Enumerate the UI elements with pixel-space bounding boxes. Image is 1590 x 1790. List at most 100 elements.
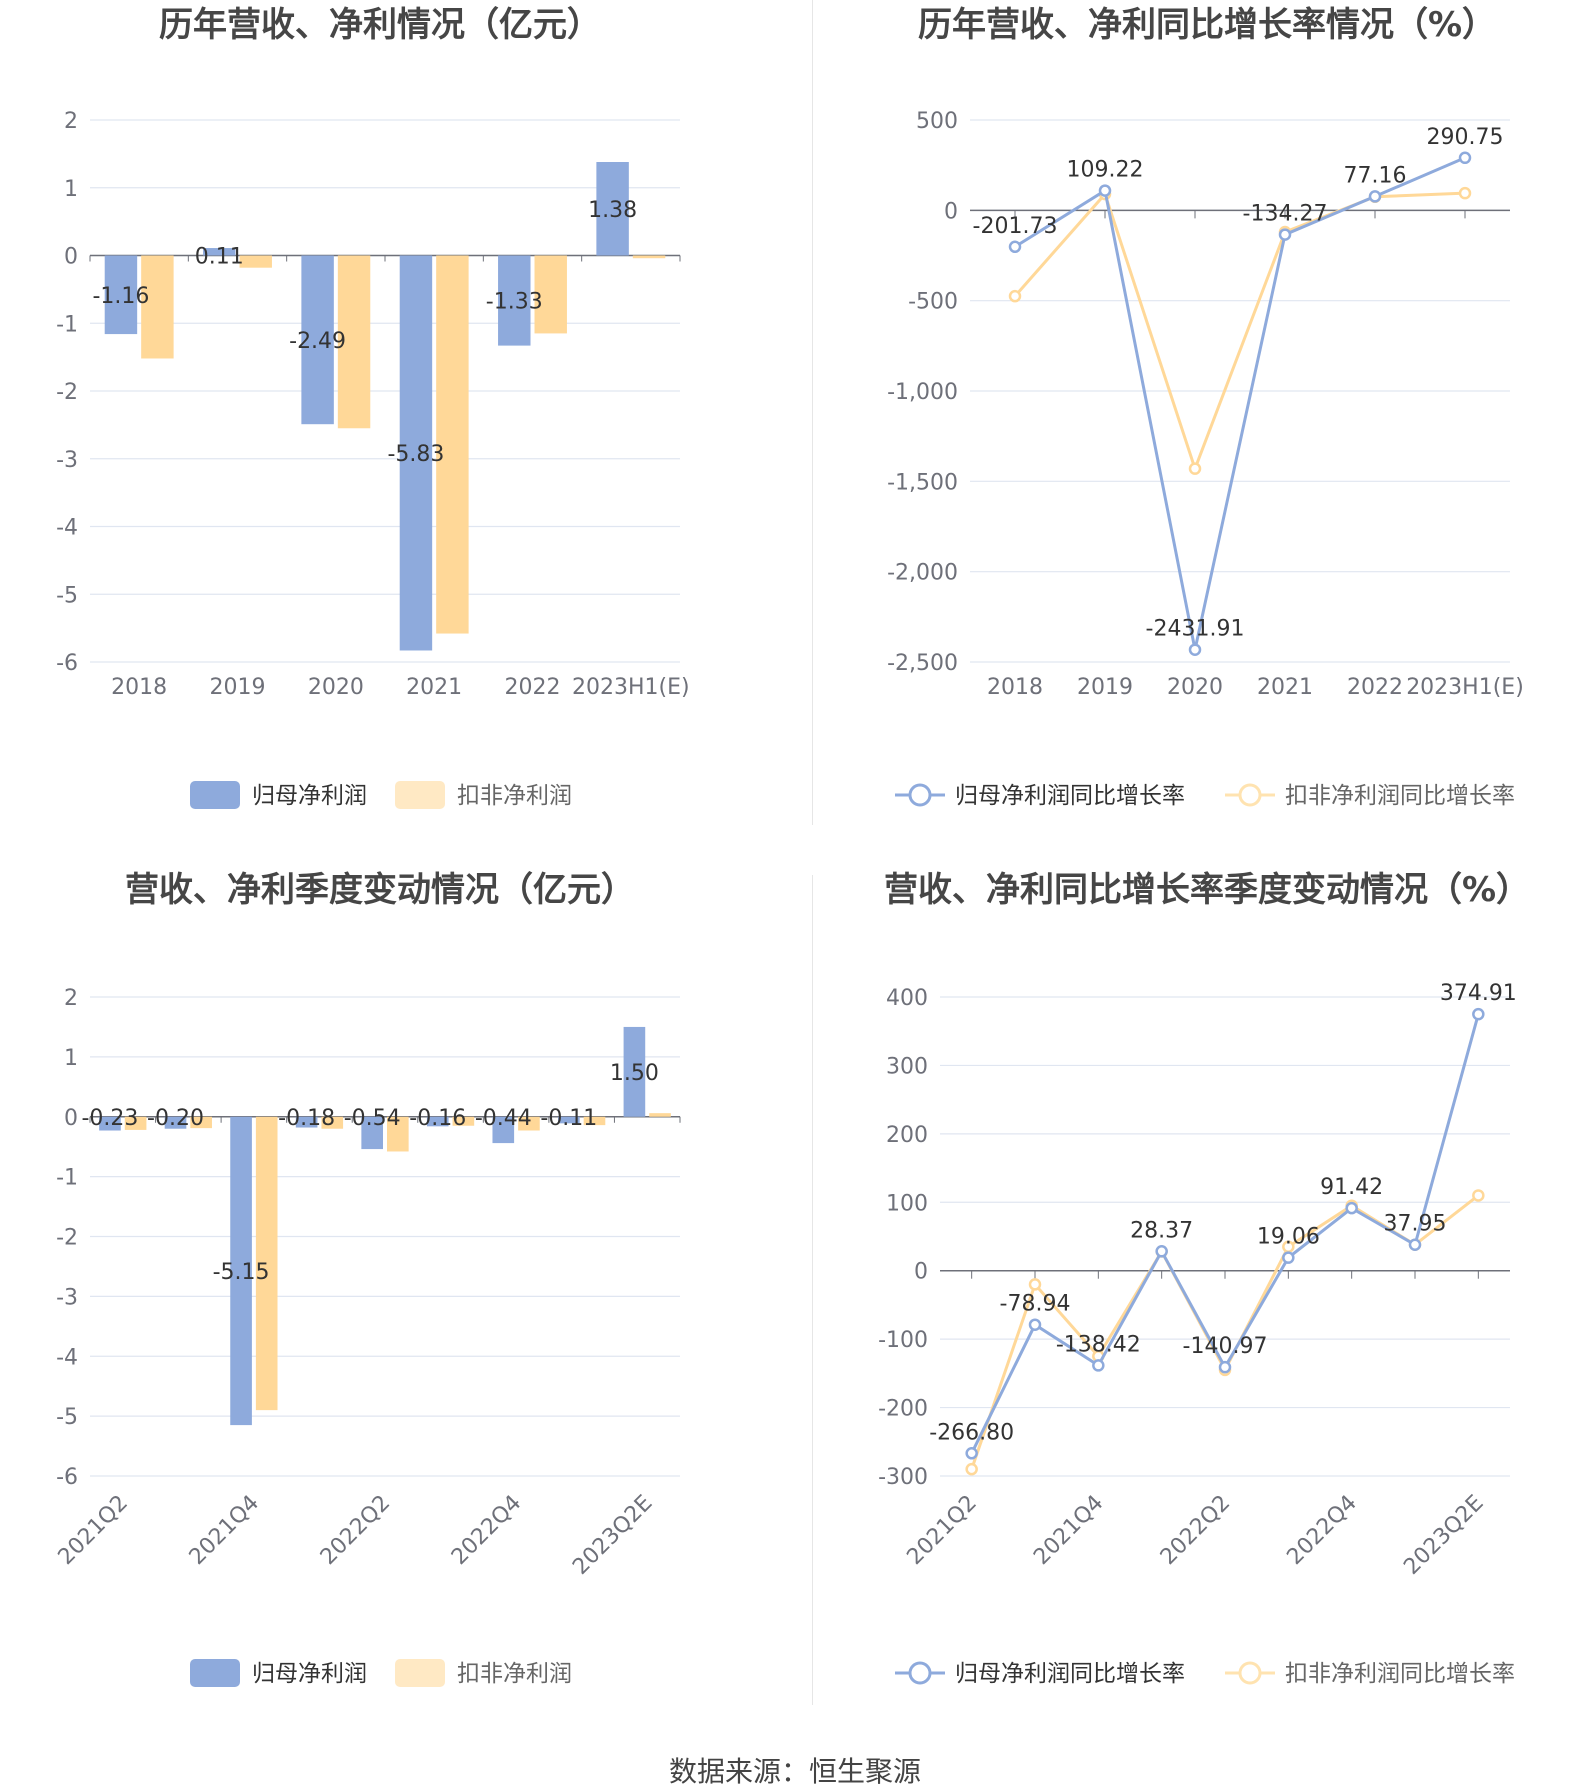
data-point	[1472, 1189, 1485, 1202]
y-tick-label: -1,500	[887, 470, 958, 495]
bar	[498, 255, 531, 346]
bar	[203, 248, 236, 256]
chart-title: 历年营收、净利同比增长率情况（%）	[918, 5, 1496, 45]
bar-data-label: -1.33	[486, 290, 543, 315]
quarterly-growth-line-chart: 营收、净利同比增长率季度变动情况（%） 400 300 200 100 0 -100 -200…	[878, 870, 1530, 1687]
bar-data-label: -1.16	[92, 284, 149, 309]
data-point	[1188, 462, 1202, 475]
bar	[230, 1116, 252, 1426]
y-tick-label: -1	[56, 312, 78, 337]
point-data-label: 290.75	[1427, 125, 1504, 150]
x-tick-label: 2021Q2	[902, 1491, 981, 1570]
chart-panel-quarterly-growth: 营收、净利同比增长率季度变动情况（%） 400 300 200 100 0 -100 -200…	[795, 865, 1590, 1725]
data-point	[1458, 151, 1472, 165]
y-tick-label: -1,000	[887, 380, 958, 405]
bar-data-label: 1.38	[588, 198, 637, 223]
x-tick-label: 2019	[210, 675, 266, 700]
legend-label: 扣非净利润	[457, 1661, 572, 1687]
x-tick-label: 2022Q4	[1282, 1491, 1361, 1570]
x-tick-label: 2023H1(E)	[1406, 675, 1524, 700]
bar-data-label: -0.44	[475, 1106, 532, 1131]
data-point	[1408, 1238, 1422, 1251]
chart-panel-annual-profit: 历年营收、净利情况（亿元） 2 1 0 -1 -2 -3 -4 -5 -6 2018 2019 2020…	[0, 0, 795, 860]
bar-data-label: -5.83	[387, 442, 444, 467]
bar	[190, 1116, 212, 1129]
divider-top	[812, 0, 813, 825]
legend-label: 扣非净利润同比增长率	[1285, 783, 1515, 809]
x-tick-label: 2023Q2E	[568, 1491, 657, 1580]
x-tick-label: 2022Q4	[447, 1491, 526, 1570]
data-source-note: 数据来源：恒生聚源	[668, 1755, 921, 1788]
bar	[295, 1116, 318, 1128]
legend-label: 归母净利润	[252, 783, 367, 809]
point-data-label: 37.95	[1384, 1212, 1447, 1237]
x-tick-label: 2020	[308, 675, 364, 700]
legend-label: 归母净利润	[252, 1661, 367, 1687]
y-tick-label: -6	[56, 1465, 78, 1490]
legend-marker	[1238, 783, 1262, 807]
bar	[492, 1116, 515, 1144]
y-tick-label: 400	[886, 986, 928, 1011]
chart-panel-quarterly-profit: 营收、净利季度变动情况（亿元） 2 1 0 -1 -2 -3 -4 -5 -6 2021Q2 2021…	[0, 865, 795, 1725]
y-tick-label: -5	[56, 1405, 78, 1430]
y-tick-label: 500	[916, 109, 958, 134]
bar	[649, 1113, 671, 1117]
legend-marker	[1238, 1661, 1262, 1685]
data-point	[1188, 643, 1202, 656]
bar	[583, 1116, 606, 1126]
data-point	[1098, 184, 1112, 197]
y-tick-label: -3	[56, 448, 78, 473]
bar-data-label: -0.16	[409, 1106, 466, 1131]
legend-label: 扣非净利润同比增长率	[1285, 1661, 1515, 1687]
y-tick-label: -6	[56, 651, 78, 676]
x-tick-label: 2022	[1347, 675, 1403, 700]
data-point	[1028, 1318, 1042, 1331]
data-point	[1278, 228, 1292, 241]
point-data-label: -266.80	[929, 1420, 1014, 1445]
point-data-label: -134.27	[1243, 202, 1328, 227]
x-tick-label: 2023H1(E)	[572, 675, 690, 700]
bar	[141, 255, 174, 359]
y-tick-label: -300	[878, 1465, 928, 1490]
bar	[426, 1116, 449, 1127]
y-tick-label: -500	[908, 290, 958, 315]
annual-growth-line-chart: 历年营收、净利同比增长率情况（%） 500 0 -500 -1,000 -1,500 -2,…	[887, 5, 1524, 809]
y-tick-label: 100	[886, 1191, 928, 1216]
x-tick-label: 2018	[987, 675, 1043, 700]
y-tick-label: 300	[886, 1054, 928, 1079]
point-data-label: 77.16	[1344, 163, 1407, 188]
point-data-label: -140.97	[1183, 1334, 1268, 1359]
bar-data-label: -0.20	[147, 1106, 204, 1131]
bar	[104, 255, 138, 335]
data-point	[1008, 240, 1022, 254]
point-data-label: 19.06	[1257, 1225, 1320, 1250]
legend-label: 归母净利润同比增长率	[955, 1661, 1185, 1687]
bar	[239, 255, 272, 268]
y-tick-label: -200	[878, 1397, 928, 1422]
annual-profit-bar-chart: 历年营收、净利情况（亿元） 2 1 0 -1 -2 -3 -4 -5 -6 2018 2019 2020…	[56, 5, 690, 809]
bar	[337, 255, 371, 429]
point-data-label: 374.91	[1440, 981, 1517, 1006]
bar-data-label: -5.15	[213, 1260, 270, 1285]
point-data-label: 91.42	[1320, 1175, 1383, 1200]
bar-data-label: -0.18	[278, 1106, 335, 1131]
y-tick-label: 200	[886, 1123, 928, 1148]
bar-data-label: -2.49	[289, 329, 346, 354]
y-tick-label: 1	[64, 1046, 78, 1071]
bar-data-label: 1.50	[610, 1061, 659, 1086]
point-data-label: -201.73	[973, 214, 1058, 239]
data-point	[965, 1462, 978, 1476]
series-line	[1014, 156, 1466, 651]
y-tick-label: -100	[878, 1328, 928, 1353]
bar	[124, 1116, 147, 1130]
y-tick-label: -4	[56, 1345, 78, 1370]
bar	[361, 1116, 383, 1150]
legend-marker	[908, 1661, 932, 1685]
bar	[452, 1116, 475, 1126]
series-line	[1013, 191, 1466, 474]
bar	[99, 1116, 121, 1131]
bar	[301, 255, 334, 425]
y-tick-label: 2	[64, 109, 78, 134]
data-point	[1345, 1201, 1358, 1215]
